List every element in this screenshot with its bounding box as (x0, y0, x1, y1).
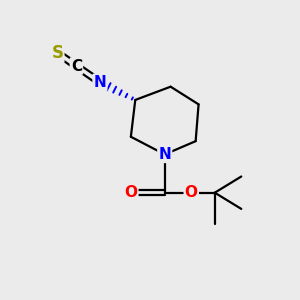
Text: N: N (94, 75, 106, 90)
Text: O: O (124, 185, 137, 200)
Text: N: N (158, 147, 171, 162)
Text: C: C (71, 58, 82, 74)
Text: S: S (51, 44, 63, 62)
Text: O: O (185, 185, 198, 200)
